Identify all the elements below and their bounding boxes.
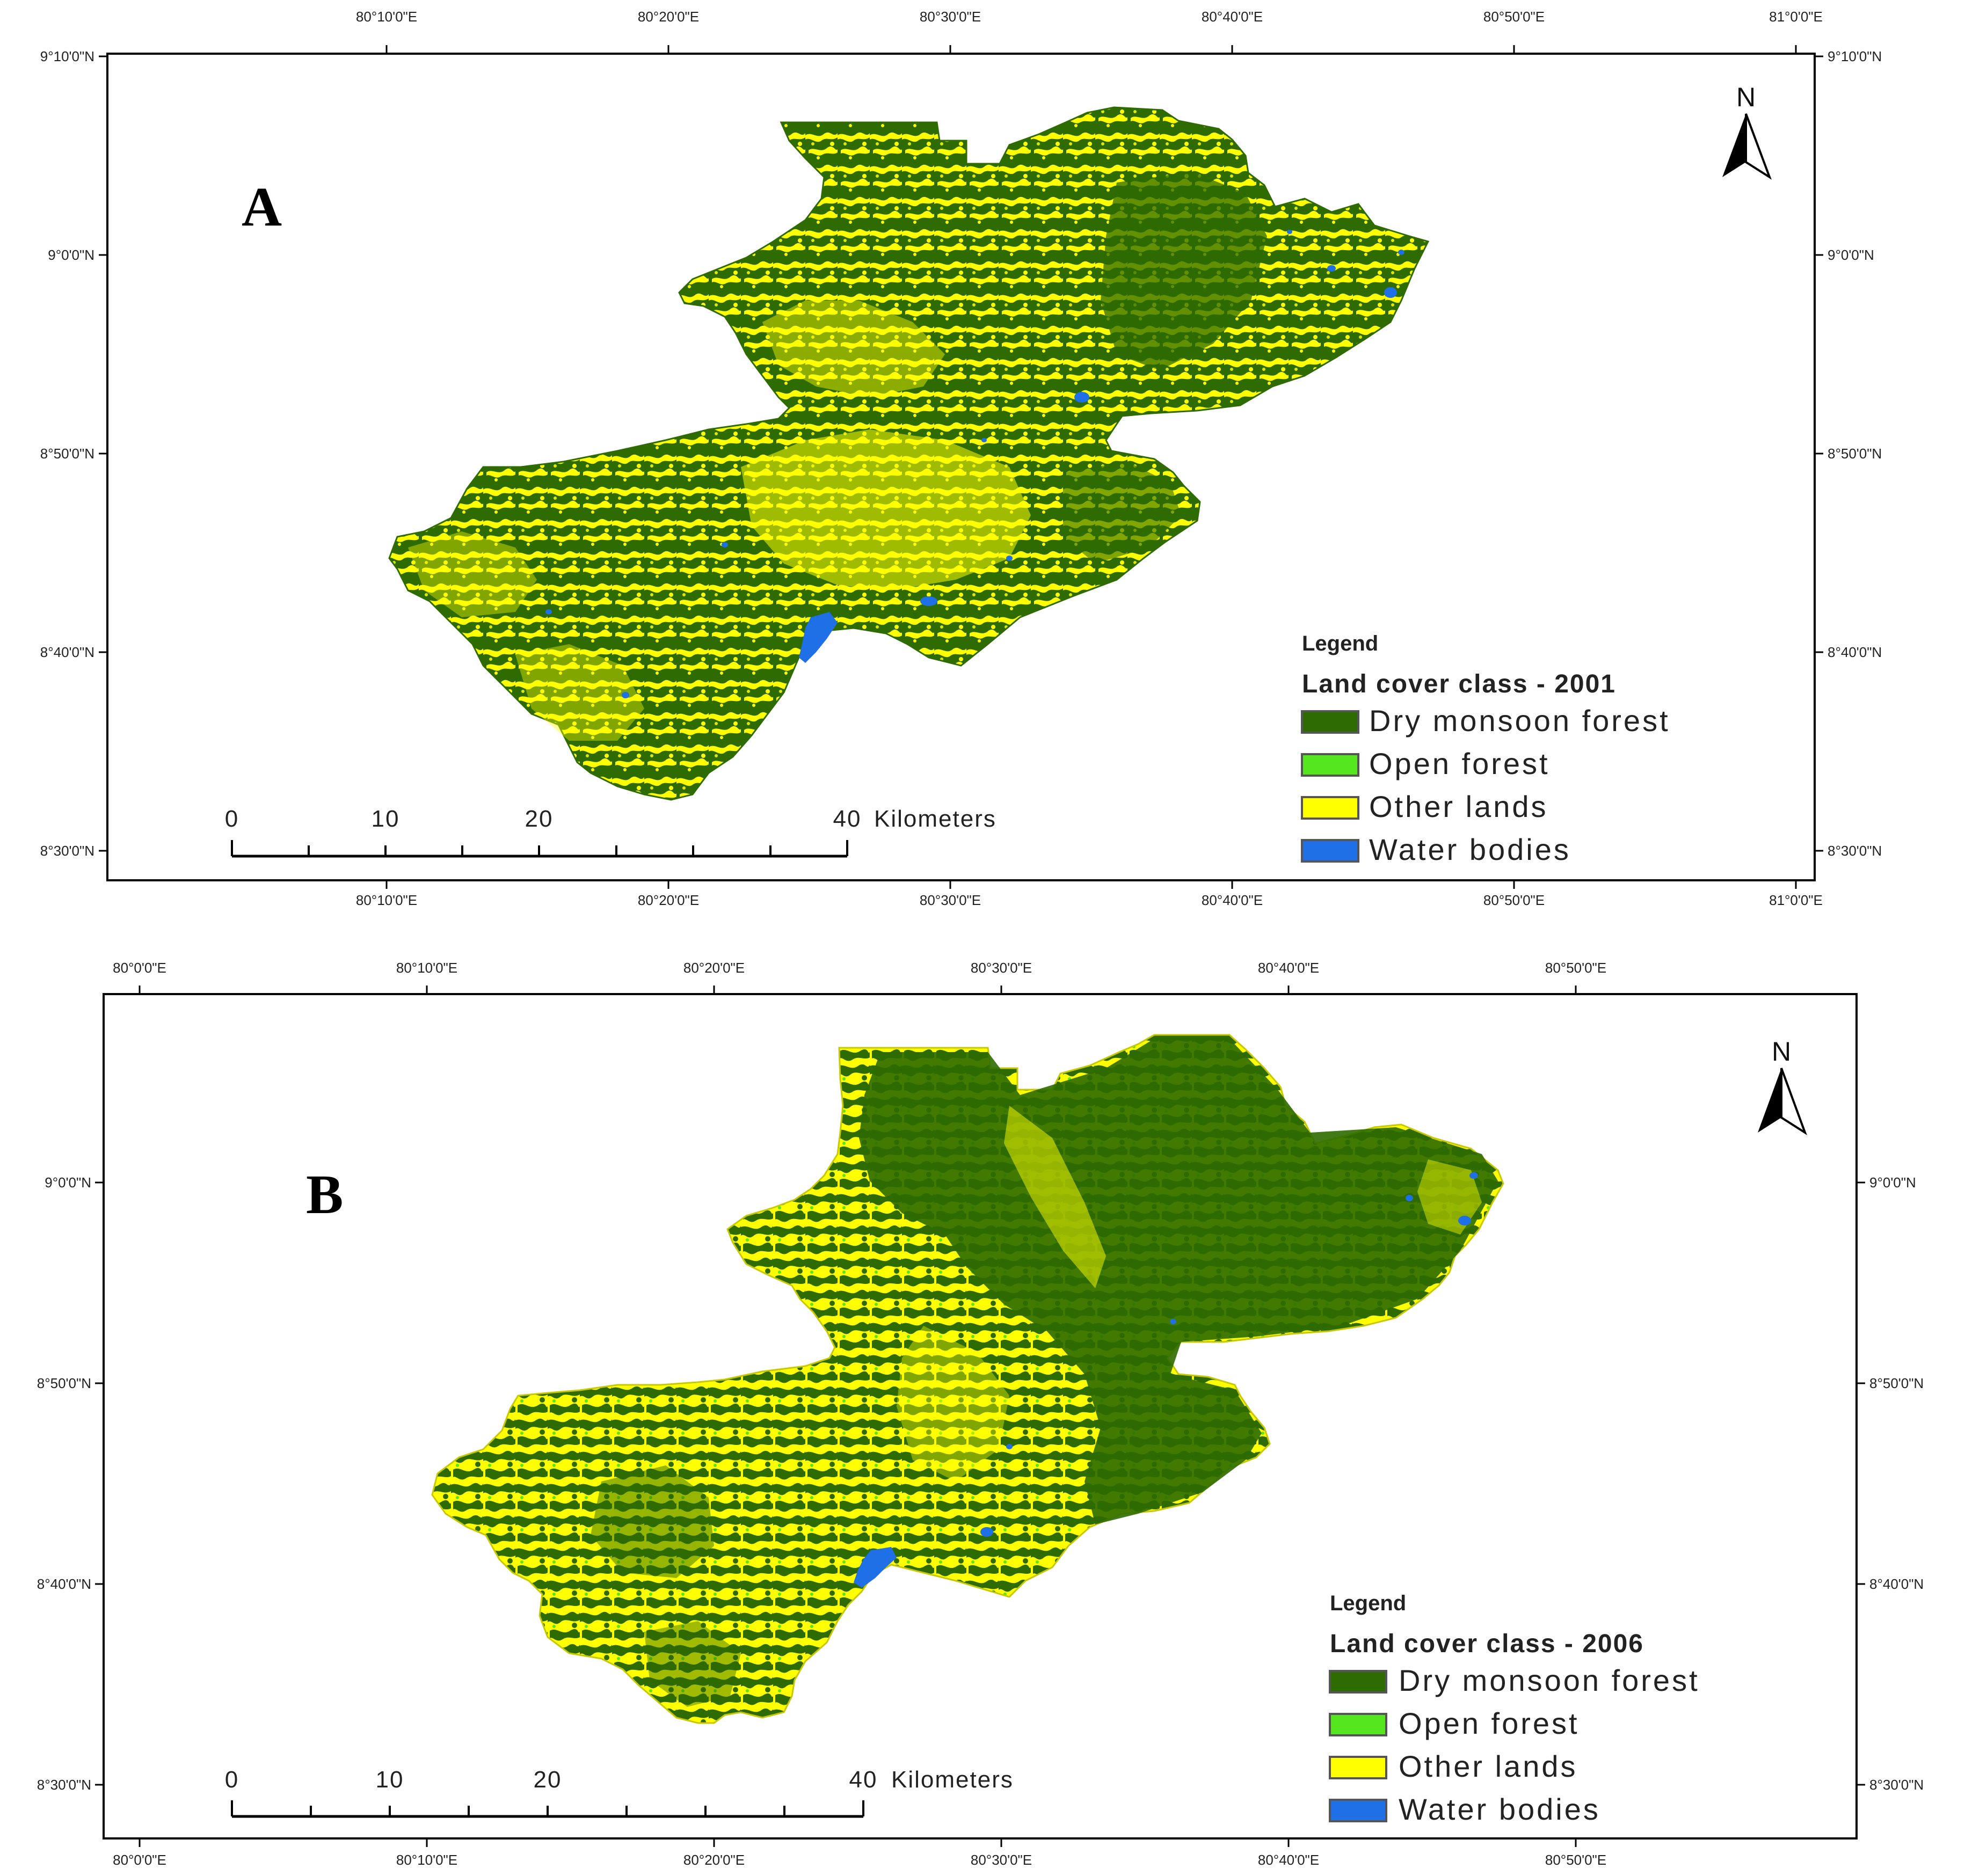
north-label: N xyxy=(1736,82,1756,112)
scale-bar: 0 10 20 40 Kilometers xyxy=(225,806,996,856)
lon-label: 80°20'0"E xyxy=(638,9,699,25)
right-latitude-axis: 9°0'0"N 8°50'0"N 8°40'0"N 8°30'0"N xyxy=(1857,1174,1924,1793)
lat-label: 8°40'0"N xyxy=(1828,644,1882,660)
lat-label: 8°40'0"N xyxy=(37,1576,91,1592)
right-latitude-axis: 9°10'0"N 9°0'0"N 8°50'0"N 8°40'0"N 8°30'… xyxy=(1815,48,1882,859)
legend-title: Legend xyxy=(1302,632,1378,655)
legend-swatch-water-bodies xyxy=(1302,840,1358,862)
legend-swatch-dry-monsoon-forest xyxy=(1330,1671,1386,1692)
lon-label: 80°40'0"E xyxy=(1202,9,1263,25)
north-arrow-icon: N xyxy=(1758,1036,1805,1133)
lon-label: 80°10'0"E xyxy=(396,1852,457,1868)
scale-label: 40 xyxy=(833,806,862,832)
lon-label: 80°10'0"E xyxy=(356,892,417,908)
bottom-longitude-axis: 80°0'0"E 80°10'0"E 80°20'0"E 80°30'0"E 8… xyxy=(113,1838,1606,1868)
legend-item: Other lands xyxy=(1399,1749,1578,1783)
lon-label: 80°50'0"E xyxy=(1483,9,1545,25)
panel-b: 80°0'0"E 80°10'0"E 80°20'0"E 80°30'0"E 8… xyxy=(37,960,1924,1868)
legend: Legend Land cover class - 2001 Dry monso… xyxy=(1302,632,1670,866)
panel-letter: A xyxy=(242,176,282,238)
legend-swatch-dry-monsoon-forest xyxy=(1302,711,1358,733)
legend-item: Open forest xyxy=(1369,747,1550,780)
lat-label: 8°30'0"N xyxy=(37,1777,91,1793)
lon-label: 80°20'0"E xyxy=(683,1852,745,1868)
scale-label: 0 xyxy=(225,806,239,832)
lat-label: 9°0'0"N xyxy=(1869,1174,1916,1191)
scale-label: 10 xyxy=(376,1766,404,1793)
legend-item: Other lands xyxy=(1369,790,1548,823)
scale-label: 20 xyxy=(534,1766,562,1793)
lat-label: 9°0'0"N xyxy=(1828,247,1874,263)
legend-subtitle: Land cover class - 2001 xyxy=(1302,670,1616,698)
legend-swatch-open-forest xyxy=(1330,1714,1386,1735)
legend-item: Dry monsoon forest xyxy=(1369,704,1670,738)
scale-unit: Kilometers xyxy=(891,1766,1014,1793)
left-latitude-axis: 9°0'0"N 8°50'0"N 8°40'0"N 8°30'0"N xyxy=(37,1174,104,1793)
legend-item: Water bodies xyxy=(1369,833,1571,866)
lon-label: 80°40'0"E xyxy=(1258,1852,1319,1868)
lat-label: 8°50'0"N xyxy=(1869,1375,1924,1391)
legend-swatch-open-forest xyxy=(1302,754,1358,776)
lon-label: 80°30'0"E xyxy=(920,9,981,25)
lon-label: 80°40'0"E xyxy=(1202,892,1263,908)
panel-a: 80°10'0"E 80°20'0"E 80°30'0"E 80°40'0"E … xyxy=(40,9,1882,908)
lon-label: 80°30'0"E xyxy=(971,1852,1032,1868)
legend-swatch-other-lands xyxy=(1330,1757,1386,1778)
lon-label: 80°0'0"E xyxy=(113,960,166,976)
lon-label: 80°10'0"E xyxy=(356,9,417,25)
lat-label: 8°30'0"N xyxy=(40,843,94,859)
lon-label: 80°50'0"E xyxy=(1545,960,1606,976)
lon-label: 80°0'0"E xyxy=(113,1852,166,1868)
lat-label: 8°40'0"N xyxy=(1869,1576,1924,1592)
scale-label: 40 xyxy=(849,1766,878,1793)
scale-label: 10 xyxy=(372,806,400,832)
lat-label: 9°10'0"N xyxy=(40,48,94,64)
lat-label: 8°50'0"N xyxy=(40,446,94,462)
legend-title: Legend xyxy=(1330,1592,1406,1615)
panel-letter: B xyxy=(306,1164,343,1225)
bottom-longitude-axis: 80°10'0"E 80°20'0"E 80°30'0"E 80°40'0"E … xyxy=(356,880,1823,908)
scale-label: 0 xyxy=(225,1766,239,1793)
lat-label: 9°0'0"N xyxy=(48,247,94,263)
scale-bar: 0 10 20 40 Kilometers xyxy=(225,1766,1014,1816)
lat-label: 8°50'0"N xyxy=(1828,446,1882,462)
lon-label: 80°20'0"E xyxy=(638,892,699,908)
lon-label: 80°30'0"E xyxy=(920,892,981,908)
land-cover-figure: 80°10'0"E 80°20'0"E 80°30'0"E 80°40'0"E … xyxy=(0,0,1965,1876)
lat-label: 9°10'0"N xyxy=(1828,48,1882,64)
lat-label: 8°30'0"N xyxy=(1869,1777,1924,1793)
top-longitude-axis: 80°0'0"E 80°10'0"E 80°20'0"E 80°30'0"E 8… xyxy=(113,960,1606,994)
legend-item: Dry monsoon forest xyxy=(1399,1663,1700,1697)
legend-item: Water bodies xyxy=(1399,1792,1600,1826)
lon-label: 80°50'0"E xyxy=(1545,1852,1606,1868)
lat-label: 9°0'0"N xyxy=(45,1174,91,1191)
north-label: N xyxy=(1772,1036,1791,1067)
left-latitude-axis: 9°10'0"N 9°0'0"N 8°50'0"N 8°40'0"N 8°30'… xyxy=(40,48,107,859)
lat-label: 8°40'0"N xyxy=(40,644,94,660)
north-arrow-icon: N xyxy=(1722,82,1770,177)
legend-subtitle: Land cover class - 2006 xyxy=(1330,1630,1644,1658)
lon-label: 80°50'0"E xyxy=(1483,892,1545,908)
legend-swatch-water-bodies xyxy=(1330,1800,1386,1821)
legend: Legend Land cover class - 2006 Dry monso… xyxy=(1330,1592,1700,1826)
lat-label: 8°30'0"N xyxy=(1828,843,1882,859)
lon-label: 81°0'0"E xyxy=(1769,9,1823,25)
lon-label: 81°0'0"E xyxy=(1769,892,1823,908)
lon-label: 80°40'0"E xyxy=(1258,960,1319,976)
scale-label: 20 xyxy=(525,806,554,832)
lon-label: 80°30'0"E xyxy=(971,960,1032,976)
legend-item: Open forest xyxy=(1399,1706,1580,1740)
legend-swatch-other-lands xyxy=(1302,797,1358,819)
top-longitude-axis: 80°10'0"E 80°20'0"E 80°30'0"E 80°40'0"E … xyxy=(356,9,1823,54)
lon-label: 80°20'0"E xyxy=(683,960,745,976)
lon-label: 80°10'0"E xyxy=(396,960,457,976)
lat-label: 8°50'0"N xyxy=(37,1375,91,1391)
scale-unit: Kilometers xyxy=(874,806,996,832)
